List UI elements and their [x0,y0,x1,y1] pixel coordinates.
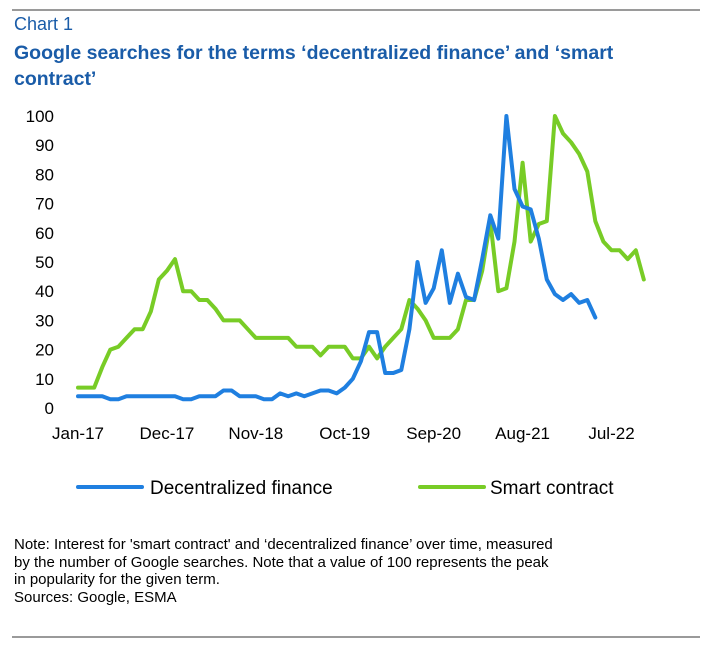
series-layer [76,114,646,402]
x-tick-label: Oct-19 [319,424,370,443]
bottom-rule [12,636,700,638]
y-tick-label: 90 [35,136,54,155]
legend-label: Decentralized finance [150,478,333,499]
top-rule [12,9,700,11]
line-chart: 0 10 20 30 40 50 60 70 80 90 100 Jan-17 Dec-17 Nov-1… [26,107,646,499]
x-axis: Jan-17 Dec-17 Nov-18 Oct-19 Sep-20 Aug-21 Jul-… [52,424,635,443]
legend-label: Smart contract [490,478,614,499]
x-tick-label: Jan-17 [52,424,104,443]
note-line-2: by the number of Google searches. Note t… [14,553,549,571]
chart-label: Chart 1 [14,14,74,34]
y-tick-label: 100 [26,107,54,126]
chart-title: Google searches for the terms ‘decentral… [14,42,614,90]
y-tick-label: 30 [35,311,54,330]
x-tick-label: Aug-21 [495,424,550,443]
y-tick-label: 80 [35,165,54,184]
y-tick-label: 50 [35,253,54,272]
note-line-1: Note: Interest for 'smart contract' and … [14,536,553,553]
x-tick-label: Dec-17 [140,424,195,443]
y-tick-label: 10 [35,370,54,389]
series-line-decentralized-finance [76,114,598,402]
y-tick-label: 40 [35,282,54,301]
y-axis: 0 10 20 30 40 50 60 70 80 90 100 [26,107,54,418]
legend: Decentralized finance Smart contract [76,478,614,499]
x-tick-label: Jul-22 [588,424,634,443]
y-tick-label: 0 [45,399,54,418]
y-tick-label: 20 [35,341,54,360]
x-tick-label: Nov-18 [228,424,283,443]
y-tick-label: 70 [35,195,54,214]
chart-note: Note: Interest for 'smart contract' and … [14,536,704,606]
y-tick-label: 60 [35,224,54,243]
series-line-smart-contract [76,114,646,390]
x-tick-label: Sep-20 [406,424,461,443]
note-line-3: in popularity for the given term. [14,571,220,588]
sources: Sources: Google, ESMA [14,588,177,606]
